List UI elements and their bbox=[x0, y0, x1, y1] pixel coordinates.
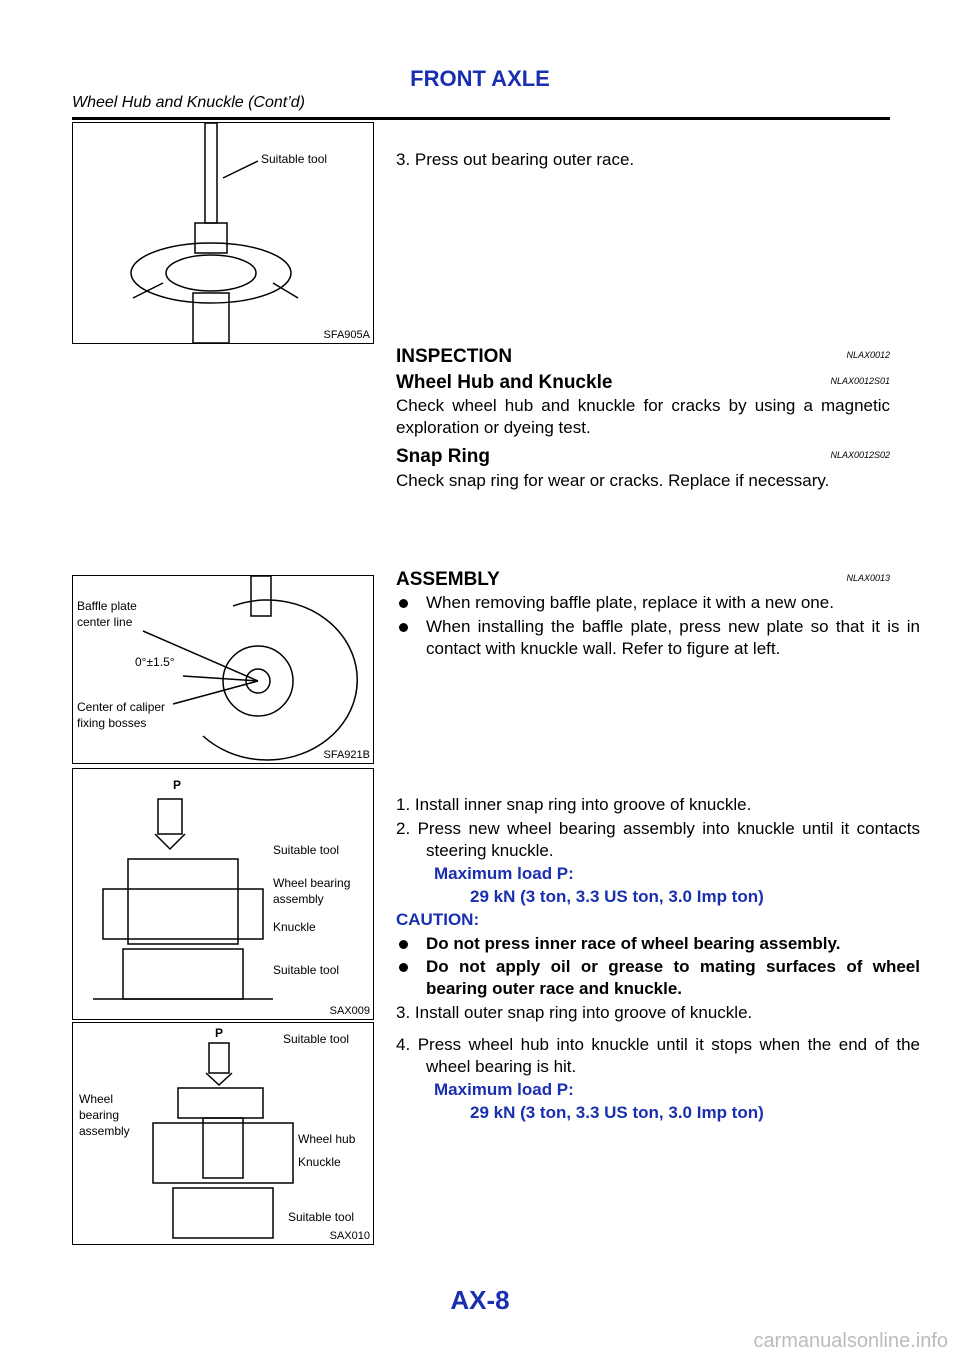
ref: NLAX0012S02 bbox=[830, 450, 890, 460]
heading-text: Wheel Hub and Knuckle bbox=[396, 372, 613, 393]
figure: Baffle plate center line 0°±1.5° Center … bbox=[72, 575, 374, 764]
paragraph: Check wheel hub and knuckle for cracks b… bbox=[396, 396, 890, 437]
figure-label: assembly bbox=[273, 892, 324, 906]
figure-label: Suitable tool bbox=[288, 1210, 354, 1224]
heading-text: INSPECTION bbox=[396, 346, 513, 367]
figure-label: Baffle plate bbox=[77, 599, 137, 613]
spec: Maximum load P: bbox=[434, 1080, 574, 1099]
spec: 29 kN (3 ton, 3.3 US ton, 3.0 Imp ton) bbox=[470, 887, 764, 906]
figure: P Suitable tool Wheel bearing assembly K… bbox=[72, 768, 374, 1020]
figure: Suitable tool SFA905A bbox=[72, 122, 374, 344]
figure-label: Wheel bbox=[79, 1092, 113, 1106]
figure: P Suitable tool Wheel bearing assembly W… bbox=[72, 1022, 374, 1245]
figure-label: Suitable tool bbox=[261, 152, 327, 166]
figure-label: Center of caliper bbox=[77, 700, 165, 714]
figure-code: SAX009 bbox=[329, 1005, 370, 1017]
figure-label: Suitable tool bbox=[273, 963, 339, 977]
step: 3. Install outer snap ring into groove o… bbox=[396, 1003, 753, 1022]
figure-label: bearing bbox=[79, 1108, 119, 1122]
figure-code: SFA921B bbox=[323, 749, 370, 761]
paragraph: Check snap ring for wear or cracks. Repl… bbox=[396, 471, 830, 490]
figure-label: Suitable tool bbox=[283, 1032, 349, 1046]
step: 3. Press out bearing outer race. bbox=[396, 150, 635, 169]
watermark: carmanualsonline.info bbox=[753, 1330, 948, 1352]
figure-label: Knuckle bbox=[273, 920, 316, 934]
bullet: When installing the baffle plate, press … bbox=[396, 616, 920, 660]
subtitle: Wheel Hub and Knuckle (Cont’d) bbox=[72, 94, 306, 111]
step: 1. Install inner snap ring into groove o… bbox=[396, 795, 752, 814]
step: 2. Press new wheel bearing assembly into… bbox=[396, 819, 920, 860]
spec: 29 kN (3 ton, 3.3 US ton, 3.0 Imp ton) bbox=[470, 1103, 764, 1122]
heading-text: ASSEMBLY bbox=[396, 569, 500, 590]
bullet: Do not apply oil or grease to mating sur… bbox=[396, 956, 920, 1000]
figure-label: 0°±1.5° bbox=[135, 655, 175, 669]
figure-label: Wheel bearing bbox=[273, 876, 350, 890]
figure-label: P bbox=[215, 1026, 223, 1040]
heading-text: Snap Ring bbox=[396, 446, 490, 467]
figure-label: Suitable tool bbox=[273, 843, 339, 857]
heading: ASSEMBLY NLAX0013 bbox=[396, 569, 890, 591]
step: 4. Press wheel hub into knuckle until it… bbox=[396, 1035, 920, 1076]
figure-code: SAX010 bbox=[329, 1230, 370, 1242]
ref: NLAX0013 bbox=[846, 573, 890, 583]
figure-label: fixing bosses bbox=[77, 716, 146, 730]
spec: Maximum load P: bbox=[434, 864, 574, 883]
bullet: When removing baffle plate, replace it w… bbox=[396, 592, 920, 614]
heading: Wheel Hub and Knuckle NLAX0012S01 bbox=[396, 372, 890, 394]
figure-label: assembly bbox=[79, 1124, 130, 1138]
heading: Snap Ring NLAX0012S02 bbox=[396, 446, 890, 468]
title: FRONT AXLE bbox=[410, 66, 550, 91]
rule bbox=[72, 117, 890, 120]
figure-label: Wheel hub bbox=[298, 1132, 356, 1146]
ref: NLAX0012S01 bbox=[830, 376, 890, 386]
ref: NLAX0012 bbox=[846, 350, 890, 360]
figure-label: center line bbox=[77, 615, 133, 629]
bullet: Do not press inner race of wheel bearing… bbox=[396, 933, 920, 955]
figure-code: SFA905A bbox=[323, 329, 370, 341]
figure-label: P bbox=[173, 778, 181, 792]
caution: CAUTION: bbox=[396, 910, 480, 929]
heading: INSPECTION NLAX0012 bbox=[396, 346, 890, 368]
page-number: AX-8 bbox=[450, 1285, 510, 1315]
figure-label: Knuckle bbox=[298, 1155, 341, 1169]
